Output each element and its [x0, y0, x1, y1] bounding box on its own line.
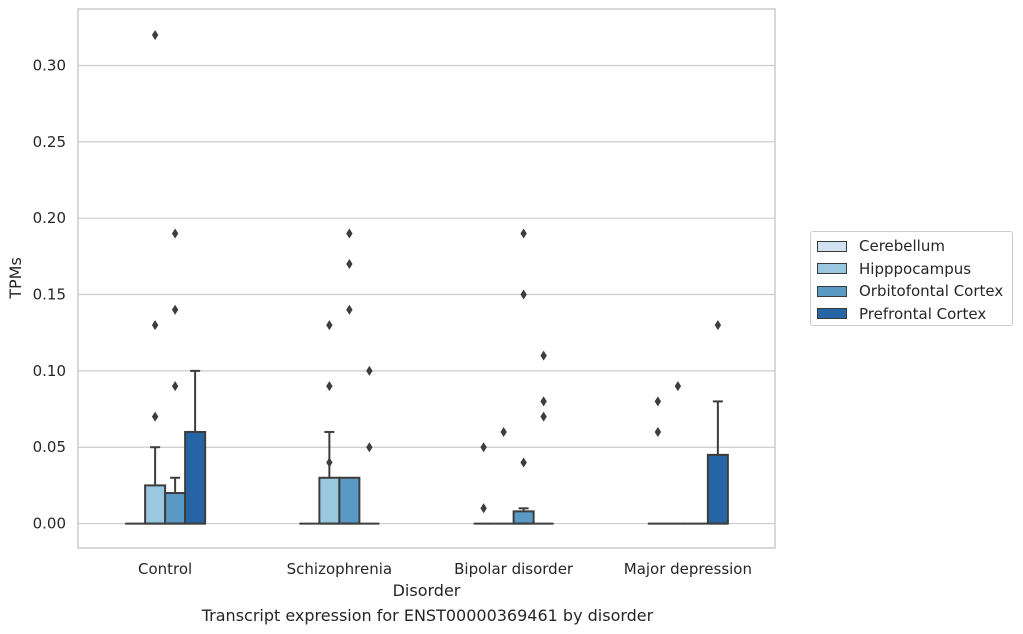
x-tick-labels: Control Schizophrenia Bipolar disorder Majo… — [138, 560, 752, 578]
outlier-point — [346, 304, 353, 315]
outlier-point — [326, 457, 333, 468]
x-tick-label: Control — [138, 560, 192, 578]
outlier-point — [540, 396, 547, 407]
outlier-point — [654, 396, 662, 407]
legend-label-orbitofrontal-cortex: Orbitofontal Cortex — [859, 282, 1004, 301]
x-tick-label: Major depression — [624, 560, 752, 578]
box-body — [338, 476, 361, 525]
outlier-point — [326, 320, 333, 331]
x-axis-title: Disorder — [393, 581, 461, 600]
box-body — [318, 476, 341, 525]
x-tick-label: Schizophrenia — [287, 560, 392, 578]
outlier-point — [171, 228, 179, 239]
outlier-point — [171, 381, 179, 392]
y-tick-label: 0.25 — [33, 133, 66, 151]
outlier-point — [171, 304, 179, 315]
legend-label-hippocampus: Hipppocampus — [859, 259, 972, 278]
y-tick-label: 0.00 — [33, 515, 66, 533]
y-axis-title: TPMs — [6, 257, 25, 300]
y-tick-label: 0.20 — [33, 209, 66, 227]
outlier-point — [151, 29, 159, 40]
outlier-point — [520, 289, 527, 300]
box-body — [512, 510, 535, 525]
y-tick-label: 0.30 — [33, 56, 66, 74]
y-tick-label: 0.05 — [33, 438, 66, 456]
outlier-point — [714, 320, 722, 331]
outlier-point — [520, 228, 527, 239]
outlier-point — [480, 442, 487, 453]
legend-item-hippocampus: Hipppocampus — [817, 258, 1012, 281]
outlier-point — [654, 426, 662, 437]
outlier-point — [346, 228, 353, 239]
legend-swatch-hippocampus — [817, 263, 847, 275]
outlier-point — [366, 365, 373, 376]
legend-swatch-prefrontal-cortex — [817, 308, 847, 320]
legend-item-cerebellum: Cerebellum — [817, 235, 1012, 258]
grid-lines — [78, 64, 775, 525]
x-tick-label: Bipolar disorder — [454, 560, 574, 578]
box-body — [184, 430, 207, 525]
outlier-point — [326, 381, 333, 392]
outlier-point — [480, 503, 487, 514]
box-groups — [125, 29, 729, 525]
outlier-point — [540, 411, 547, 422]
legend-swatch-cerebellum — [817, 240, 847, 252]
legend-swatch-orbitofrontal-cortex — [817, 285, 847, 297]
legend-label-prefrontal-cortex: Prefrontal Cortex — [859, 304, 987, 323]
outlier-point — [520, 457, 527, 468]
legend-item-orbitofrontal-cortex: Orbitofontal Cortex — [817, 280, 1012, 303]
outlier-point — [674, 381, 682, 392]
outlier-point — [346, 258, 353, 269]
y-tick-labels: 0.00 0.05 0.10 0.15 0.20 0.25 0.30 — [33, 56, 66, 532]
legend: Cerebellum Hipppocampus Orbitofontal Cor… — [810, 231, 1013, 326]
box-body — [706, 453, 729, 525]
outlier-point — [500, 426, 507, 437]
box-body — [164, 492, 187, 525]
outlier-point — [151, 320, 159, 331]
plot-frame — [77, 8, 776, 549]
box-body — [144, 484, 167, 525]
y-tick-label: 0.15 — [33, 286, 66, 304]
outlier-point — [366, 442, 373, 453]
legend-label-cerebellum: Cerebellum — [859, 237, 945, 256]
legend-item-prefrontal-cortex: Prefrontal Cortex — [817, 303, 1012, 326]
outlier-point — [540, 350, 547, 361]
outlier-point — [151, 411, 159, 422]
y-tick-label: 0.10 — [33, 362, 66, 380]
chart-caption: Transcript expression for ENST0000036946… — [201, 606, 654, 625]
